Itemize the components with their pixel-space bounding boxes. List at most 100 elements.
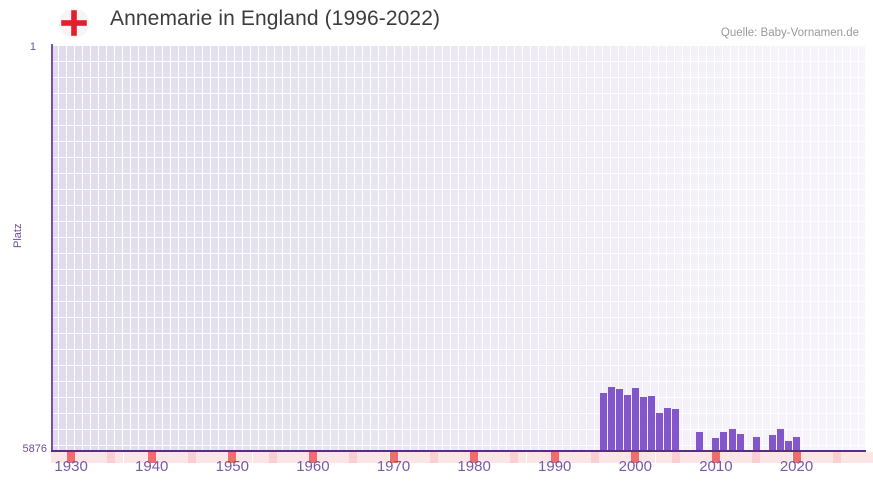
x-marker-2012	[728, 452, 737, 463]
y-axis-title: Platz	[12, 223, 24, 248]
x-marker-1931	[75, 452, 84, 463]
england-flag-icon	[59, 8, 89, 38]
x-axis-line	[51, 450, 866, 452]
x-marker-1973	[413, 452, 422, 463]
plot-area	[51, 46, 865, 450]
x-marker-2028	[857, 452, 865, 463]
x-marker-1963	[333, 452, 342, 463]
x-marker-1996	[599, 452, 608, 463]
bar-2000[interactable]	[631, 388, 639, 450]
x-marker-1929	[59, 452, 68, 463]
bar-2019[interactable]	[784, 441, 792, 450]
x-marker-1952	[244, 452, 253, 463]
bar-2008[interactable]	[696, 432, 704, 450]
bar-2015[interactable]	[752, 437, 760, 450]
x-marker-1988	[534, 452, 543, 463]
bar-2012[interactable]	[728, 429, 736, 450]
x-marker-1975	[429, 452, 438, 463]
x-marker-1989	[542, 452, 551, 463]
bar-2010[interactable]	[712, 438, 720, 450]
bar-1996[interactable]	[599, 393, 607, 450]
x-marker-1971	[397, 452, 406, 463]
x-marker-2007	[687, 452, 696, 463]
bar-2011[interactable]	[720, 432, 728, 450]
x-marker-2015	[752, 452, 761, 463]
plot-grid	[51, 46, 865, 450]
x-marker-1957	[284, 452, 293, 463]
x-marker-2008	[695, 452, 704, 463]
bar-2002[interactable]	[647, 396, 655, 450]
x-marker-1928	[51, 452, 59, 463]
x-marker-1985	[510, 452, 519, 463]
x-marker-2021	[800, 452, 809, 463]
x-marker-1974	[421, 452, 430, 463]
x-marker-2010	[711, 452, 720, 463]
x-tick-1980: 1980	[457, 458, 491, 475]
x-marker-1945	[188, 452, 197, 463]
x-marker-1934	[99, 452, 108, 463]
x-marker-1968	[373, 452, 382, 463]
x-marker-1959	[300, 452, 309, 463]
bar-series	[51, 46, 865, 450]
bar-2013[interactable]	[736, 434, 744, 450]
x-marker-1993	[574, 452, 583, 463]
x-marker-1933	[91, 452, 100, 463]
x-marker-2027	[848, 452, 857, 463]
x-marker-2024	[824, 452, 833, 463]
x-marker-1967	[365, 452, 374, 463]
bar-1999[interactable]	[623, 395, 631, 450]
x-marker-1937	[123, 452, 132, 463]
x-tick-1950: 1950	[215, 458, 249, 475]
x-marker-1976	[437, 452, 446, 463]
x-marker-1941	[155, 452, 164, 463]
x-marker-1980	[470, 452, 479, 463]
x-marker-1964	[341, 452, 350, 463]
y-axis-line	[51, 44, 53, 452]
x-marker-2000	[631, 452, 640, 463]
x-marker-1955	[268, 452, 277, 463]
x-marker-1995	[591, 452, 600, 463]
x-marker-2026	[840, 452, 849, 463]
page-title: Annemarie in England (1996-2022)	[110, 7, 441, 30]
x-marker-1961	[316, 452, 325, 463]
x-marker-1938	[131, 452, 140, 463]
x-marker-1999	[623, 452, 632, 463]
bar-1998[interactable]	[615, 389, 623, 450]
x-marker-1994	[582, 452, 591, 463]
x-marker-1946	[196, 452, 205, 463]
x-tick-1970: 1970	[376, 458, 411, 475]
x-marker-2011	[719, 452, 728, 463]
bar-2003[interactable]	[656, 413, 663, 450]
x-marker-2013	[736, 452, 745, 463]
bar-2017[interactable]	[768, 435, 776, 450]
x-marker-1942	[163, 452, 172, 463]
x-marker-2005	[671, 452, 680, 463]
bar-2004[interactable]	[664, 408, 672, 450]
bar-2018[interactable]	[776, 429, 784, 450]
bar-2001[interactable]	[639, 397, 647, 450]
x-tick-2020: 2020	[779, 458, 814, 475]
bar-1997[interactable]	[607, 387, 615, 450]
x-marker-1962	[325, 452, 334, 463]
x-marker-1965	[349, 452, 358, 463]
x-tick-1960: 1960	[296, 458, 330, 475]
x-marker-1947	[204, 452, 213, 463]
bar-2020[interactable]	[793, 437, 801, 450]
x-marker-2009	[703, 452, 712, 463]
x-marker-2017	[768, 452, 777, 463]
x-marker-2002	[647, 452, 656, 463]
source-label: Quelle: Baby-Vornamen.de	[720, 27, 859, 39]
x-marker-1953	[252, 452, 261, 463]
x-marker-1936	[115, 452, 124, 463]
x-marker-1979	[462, 452, 471, 463]
x-tick-1940: 1940	[135, 458, 169, 475]
x-marker-1986	[518, 452, 527, 463]
x-marker-2022	[808, 452, 817, 463]
x-marker-1951	[236, 452, 245, 463]
x-marker-2003	[655, 452, 664, 463]
bar-2005[interactable]	[672, 409, 680, 450]
y-axis-top-tick: 1	[29, 41, 36, 53]
x-marker-2006	[679, 452, 688, 463]
x-marker-1943	[171, 452, 180, 463]
x-marker-2025	[832, 452, 841, 463]
